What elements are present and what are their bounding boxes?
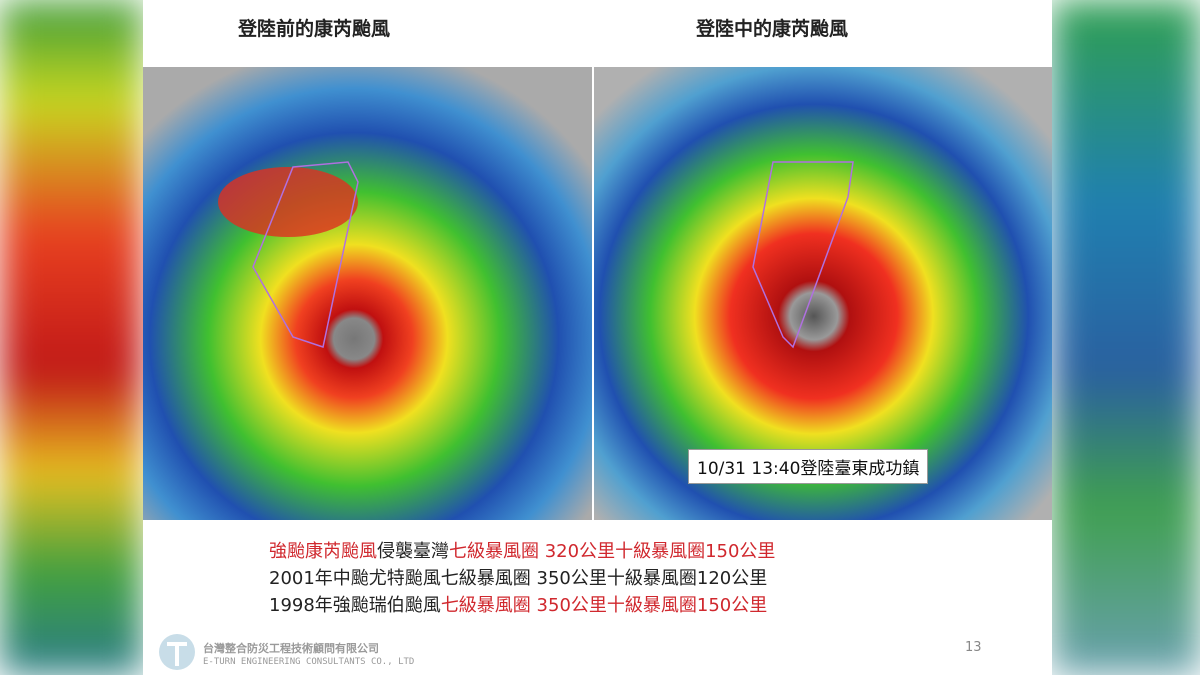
blurred-background xyxy=(1052,0,1200,675)
cloud xyxy=(218,167,358,237)
text-segment: 侵襲臺灣 xyxy=(377,541,449,562)
slide: 登陸前的康芮颱風 登陸中的康芮颱風 xyxy=(143,0,1052,675)
text-segment: 七級暴風圈 320公里十級暴風圈150公里 xyxy=(449,541,776,562)
text-line: 1998年強颱瑞伯颱風七級暴風圈 350公里十級暴風圈150公里 xyxy=(269,592,775,619)
text-lines: 強颱康芮颱風侵襲臺灣七級暴風圈 320公里十級暴風圈150公里 2001年中颱尤特… xyxy=(269,538,775,619)
satellite-image xyxy=(594,67,1052,520)
satellite-images xyxy=(143,67,1052,520)
text-segment: 1998年強颱瑞伯颱風 xyxy=(269,595,441,616)
text-line: 強颱康芮颱風侵襲臺灣七級暴風圈 320公里十級暴風圈150公里 xyxy=(269,538,775,565)
blurred-background xyxy=(0,0,143,675)
text-segment: 2001年中颱尤特颱風七級暴風圈 350公里十級暴風圈120公里 xyxy=(269,568,768,589)
company-name-en: E-TURN ENGINEERING CONSULTANTS CO., LTD xyxy=(203,657,415,667)
image-caption: 10/31 13:40登陸臺東成功鎮 xyxy=(688,449,929,484)
page-number: 13 xyxy=(965,640,982,655)
image-title: 登陸前的康芮颱風 xyxy=(238,18,391,40)
coastline xyxy=(252,161,359,348)
company-name: 台灣整合防災工程技術顧問有限公司 xyxy=(203,642,379,655)
image-title: 登陸中的康芮颱風 xyxy=(696,18,849,40)
coastline xyxy=(752,161,854,349)
text-segment: 強颱康芮颱風 xyxy=(269,541,377,562)
text-line: 2001年中颱尤特颱風七級暴風圈 350公里十級暴風圈120公里 xyxy=(269,565,775,592)
satellite-image xyxy=(143,67,592,520)
text-segment: 七級暴風圈 350公里十級暴風圈150公里 xyxy=(440,595,768,616)
logo xyxy=(159,634,195,670)
